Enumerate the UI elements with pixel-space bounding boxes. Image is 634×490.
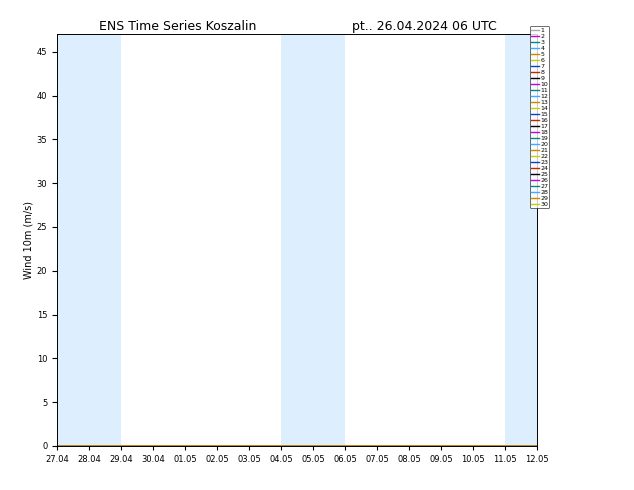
Text: ENS Time Series Koszalin: ENS Time Series Koszalin	[99, 20, 256, 33]
Bar	[57, 34, 121, 446]
Text: pt.. 26.04.2024 06 UTC: pt.. 26.04.2024 06 UTC	[353, 20, 497, 33]
Bar	[281, 34, 345, 446]
Y-axis label: Wind 10m (m/s): Wind 10m (m/s)	[24, 201, 34, 279]
Bar	[505, 34, 537, 446]
Legend: 1, 2, 3, 4, 5, 6, 7, 8, 9, 10, 11, 12, 13, 14, 15, 16, 17, 18, 19, 20, 21, 22, 2: 1, 2, 3, 4, 5, 6, 7, 8, 9, 10, 11, 12, 1…	[530, 26, 550, 208]
